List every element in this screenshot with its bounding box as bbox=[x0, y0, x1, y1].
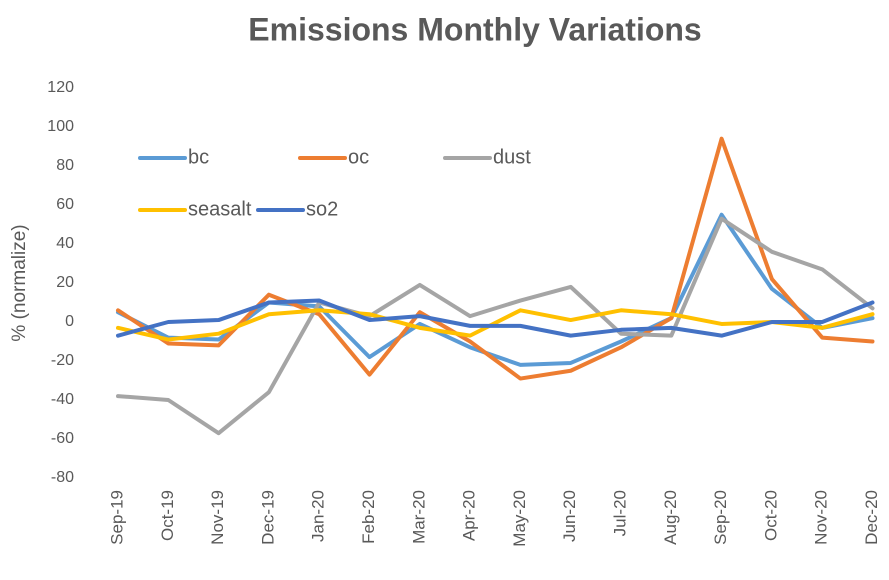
legend-label: oc bbox=[348, 146, 369, 168]
y-tick-label: 60 bbox=[56, 196, 74, 213]
x-tick-label: Jun-20 bbox=[560, 490, 579, 542]
series-line bbox=[116, 216, 875, 436]
legend-label: bc bbox=[188, 146, 209, 168]
y-tick-label: 0 bbox=[65, 313, 74, 330]
series-line bbox=[116, 308, 875, 342]
y-tick-label: 20 bbox=[56, 274, 74, 291]
x-tick-label: Jul-20 bbox=[610, 490, 629, 536]
x-tick-label: Feb-20 bbox=[359, 490, 378, 544]
x-tick-label: Oct-20 bbox=[761, 490, 780, 541]
chart-title: Emissions Monthly Variations bbox=[248, 11, 701, 47]
y-tick-label: -60 bbox=[51, 430, 74, 447]
x-tick-label: Jan-20 bbox=[309, 490, 328, 542]
x-tick-label: Dec-20 bbox=[862, 490, 881, 545]
series-line bbox=[116, 212, 875, 367]
y-tick-label: -80 bbox=[51, 469, 74, 486]
y-tick-label: -20 bbox=[51, 352, 74, 369]
legend-label: seasalt bbox=[188, 198, 252, 220]
legend-label: so2 bbox=[306, 198, 338, 220]
x-tick-label: Oct-19 bbox=[158, 490, 177, 541]
x-tick-label: Sep-19 bbox=[107, 490, 126, 545]
series-line bbox=[116, 298, 875, 338]
legend-label: dust bbox=[493, 146, 531, 168]
x-tick-label: Sep-20 bbox=[711, 490, 730, 545]
y-tick-label: -40 bbox=[51, 391, 74, 408]
x-tick-label: Apr-20 bbox=[460, 490, 479, 541]
y-tick-label: 100 bbox=[47, 118, 74, 135]
x-tick-label: Mar-20 bbox=[409, 490, 428, 544]
y-tick-label: 120 bbox=[47, 79, 74, 96]
y-axis-label: % (normalize) bbox=[9, 224, 30, 341]
x-tick-label: Nov-20 bbox=[812, 490, 831, 545]
y-tick-label: 80 bbox=[56, 157, 74, 174]
x-tick-label: May-20 bbox=[510, 490, 529, 547]
series-line bbox=[116, 136, 875, 381]
x-tick-label: Aug-20 bbox=[661, 490, 680, 545]
x-tick-label: Dec-19 bbox=[258, 490, 277, 545]
y-tick-label: 40 bbox=[56, 235, 74, 252]
x-tick-label: Nov-19 bbox=[208, 490, 227, 545]
